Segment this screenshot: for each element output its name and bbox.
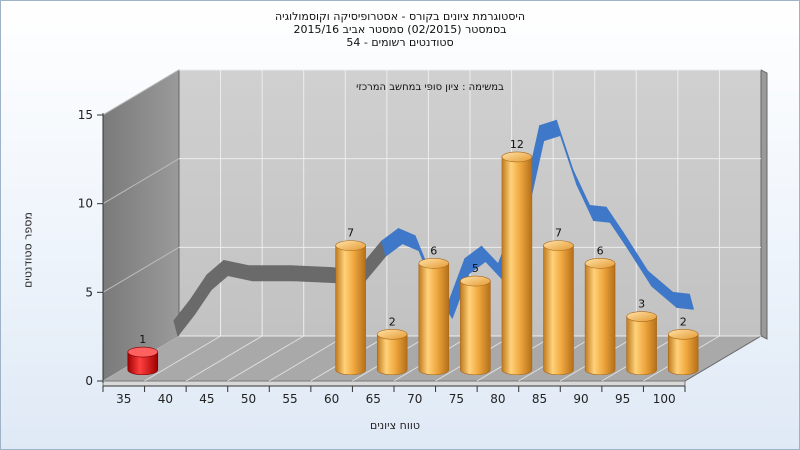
chart-annotation: במשימה : ציון סופי במחשב המרכזי xyxy=(356,82,504,93)
x-tick-label: 70 xyxy=(407,392,422,406)
bar-data-label: 7 xyxy=(555,227,562,240)
x-tick-label: 40 xyxy=(158,392,173,406)
x-tick-label: 50 xyxy=(241,392,256,406)
bar-top xyxy=(584,258,616,269)
bar-body xyxy=(460,280,491,376)
curve-segment xyxy=(672,291,694,310)
y-tick-label: 0 xyxy=(85,374,93,388)
gridline-floor xyxy=(269,335,346,382)
bar-data-label: 6 xyxy=(430,244,437,257)
curve-segment xyxy=(248,265,295,282)
bar-top xyxy=(376,328,408,340)
gridline-side xyxy=(102,158,180,205)
bar-body xyxy=(418,263,450,375)
bar-body xyxy=(127,351,159,375)
bar-80: 12 xyxy=(501,138,533,375)
gridline-side xyxy=(102,246,180,293)
bar-top xyxy=(335,240,366,251)
bar-data-label: 3 xyxy=(638,298,645,311)
gridline-side xyxy=(102,69,180,116)
bar-data-label: 2 xyxy=(680,315,687,328)
gridline-floor xyxy=(227,335,304,382)
bar-body xyxy=(667,333,699,375)
x-tick-label: 35 xyxy=(116,392,131,406)
x-tick-label: 95 xyxy=(615,392,630,406)
bar-top xyxy=(626,311,657,322)
x-tick-label: 55 xyxy=(282,392,297,406)
bar-top xyxy=(418,258,450,269)
x-tick-label: 90 xyxy=(573,392,588,406)
chart-title-line-2: בסמסטר (02/2015) סמסטר אביב 2015/16 xyxy=(293,23,507,36)
bar-data-label: 12 xyxy=(510,138,524,151)
bar-top xyxy=(667,328,699,340)
curve-segment xyxy=(289,265,337,284)
bar-75: 5 xyxy=(460,262,491,376)
y-tick-label: 15 xyxy=(78,108,93,122)
x-tick-label: 75 xyxy=(449,392,464,406)
bar-85: 7 xyxy=(543,227,574,376)
x-tick-label: 65 xyxy=(366,392,381,406)
bar-35: 1 xyxy=(127,333,159,375)
chart-title-line-3: סטודנטים רשומים - 54 xyxy=(346,36,454,49)
bar-data-label: 5 xyxy=(472,262,479,275)
bar-top xyxy=(501,151,533,163)
back-wall-edge xyxy=(760,69,768,340)
chart-title-line-1: היסטוגרמת ציונים בקורס - אסטרופיסיקה וקו… xyxy=(274,10,526,23)
bar-top xyxy=(127,346,159,358)
bar-data-label: 1 xyxy=(139,333,146,346)
bar-100: 2 xyxy=(667,315,699,375)
gridline-floor xyxy=(185,335,263,382)
bar-data-label: 6 xyxy=(597,244,604,257)
floor-edge xyxy=(102,380,686,387)
bar-body xyxy=(584,263,616,375)
bar-65: 2 xyxy=(376,315,408,375)
bar-body xyxy=(543,245,574,376)
x-tick-label: 45 xyxy=(199,392,214,406)
bar-95: 3 xyxy=(626,298,657,376)
bar-body xyxy=(335,245,366,376)
bar-90: 6 xyxy=(584,244,616,375)
x-tick-label: 85 xyxy=(532,392,547,406)
bar-body xyxy=(501,156,533,375)
y-tick-label: 10 xyxy=(78,197,93,211)
bars-group: 1 7 2 6 5 12 7 6 3 2 xyxy=(127,138,699,376)
chart-title: היסטוגרמת ציונים בקורס - אסטרופיסיקה וקו… xyxy=(0,10,800,49)
x-tick-label: 100 xyxy=(653,392,676,406)
x-tick-label: 80 xyxy=(490,392,505,406)
bar-body xyxy=(626,316,657,376)
bar-body xyxy=(376,333,408,375)
y-tick-label: 5 xyxy=(85,285,93,299)
bar-top xyxy=(543,240,574,251)
bar-data-label: 2 xyxy=(389,315,396,328)
bar-top xyxy=(460,275,491,287)
bar-60: 7 xyxy=(335,227,366,376)
bar-data-label: 7 xyxy=(347,227,354,240)
bar-70: 6 xyxy=(418,244,450,375)
x-axis-label: טווח ציונים xyxy=(370,419,420,432)
gridline-floor xyxy=(144,335,221,382)
x-tick-label: 60 xyxy=(324,392,339,406)
y-axis-label: מספר סטודנטים xyxy=(21,212,35,288)
